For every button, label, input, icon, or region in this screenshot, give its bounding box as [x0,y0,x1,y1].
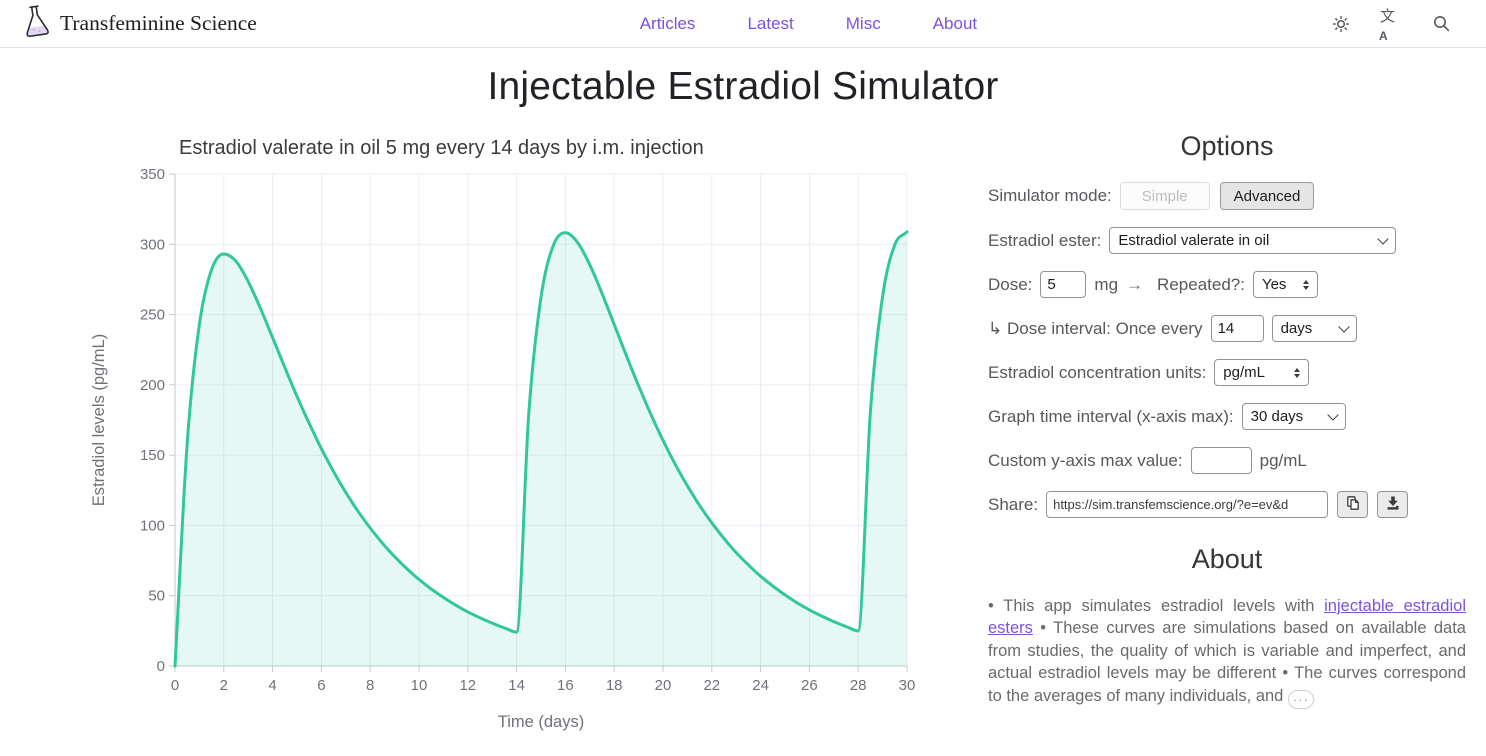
x-tick-label: 22 [703,677,720,694]
y-tick-label: 300 [140,236,165,253]
x-tick-label: 14 [508,677,525,694]
y-tick-label: 100 [140,517,165,534]
brand-home-link[interactable]: Transfeminine Science [20,3,257,45]
options-heading: Options [1180,131,1274,161]
x-tick-label: 20 [655,677,672,694]
simulator-mode-label: Simulator mode: [988,186,1112,205]
page-title: Injectable Estradiol Simulator [487,65,999,108]
x-tick-label: 0 [171,677,179,694]
repeated-select[interactable]: Yes [1252,271,1318,298]
x-tick-label: 26 [801,677,818,694]
about-text: • This app simulates estradiol levels wi… [988,597,1466,709]
y-axis-title: Estradiol levels (pg/mL) [90,334,108,506]
nav-about[interactable]: About [932,13,978,33]
updown-arrows-icon [1302,279,1309,290]
repeated-label: Repeated?: [1157,274,1245,294]
ester-row: Estradiol ester: Estradiol valerate in o… [988,227,1466,254]
y-tick-label: 350 [140,166,165,183]
x-tick-label: 8 [366,677,374,694]
expand-more-button[interactable]: ··· [1287,689,1314,709]
custom-ymax-unit: pg/mL [1259,450,1307,470]
custom-ymax-input[interactable] [1190,447,1252,474]
arrow-right-icon: → [1126,274,1144,294]
share-url-input[interactable] [1046,491,1329,518]
x-tick-label: 18 [606,677,623,694]
interval-unit-select[interactable]: days [1271,315,1357,342]
dose-unit: mg [1094,274,1119,294]
updown-arrows-icon [1294,367,1301,378]
dose-interval-input[interactable] [1210,315,1264,342]
chevron-down-icon [1337,320,1350,333]
chart-line [173,230,909,668]
x-tick-label: 30 [899,677,916,694]
ester-select[interactable]: Estradiol valerate in oil [1109,227,1397,254]
chevron-down-icon [1377,232,1390,245]
theme-toggle-sun-icon[interactable] [1330,13,1352,35]
x-tick-label: 24 [752,677,769,694]
nav-articles[interactable]: Articles [639,13,696,33]
brand-name: Transfeminine Science [60,11,257,35]
share-row: Share: [988,491,1466,518]
custom-ymax-row: Custom y-axis max value: pg/mL [988,447,1466,474]
main-nav: Articles Latest Misc About [287,14,1330,34]
download-button[interactable] [1377,491,1409,518]
x-tick-label: 4 [268,677,276,694]
y-tick-label: 200 [140,377,165,394]
flask-logo-icon [20,3,52,45]
x-tick-label: 16 [557,677,574,694]
options-panel: Options Simulator mode: Simple Advanced … [988,127,1466,709]
concentration-units-label: Estradiol concentration units: [988,362,1207,382]
dose-label: Dose: [988,274,1033,294]
x-tick-label: 2 [220,677,228,694]
x-tick-label: 12 [459,677,476,694]
advanced-mode-button[interactable]: Advanced [1219,182,1315,210]
header-actions: 文A [1330,7,1452,43]
x-axis-title: Time (days) [498,713,584,731]
ester-label: Estradiol ester: [988,230,1102,250]
simple-mode-button[interactable]: Simple [1119,182,1210,210]
x-tick-label: 10 [411,677,428,694]
translate-icon[interactable]: 文A [1379,7,1396,43]
about-heading: About [1191,544,1263,574]
header: Transfeminine Science Articles Latest Mi… [0,0,1486,48]
share-label: Share: [988,494,1039,514]
concentration-units-select[interactable]: pg/mL [1214,359,1310,386]
dose-row: Dose: mg → Repeated?: Yes [988,271,1466,298]
y-tick-label: 0 [157,658,165,675]
x-tick-label: 28 [850,677,867,694]
chart-column: 0 50 100 150 200 250 300 350 0 2 4 6 8 10 12 14 16 18 20 22… [0,127,948,748]
download-icon [1385,495,1401,514]
y-tick-label: 250 [140,307,165,324]
chart-area [175,231,907,666]
injectable-esters-link[interactable]: injectable estradiol esters [988,597,1466,638]
graph-time-interval-select[interactable]: 30 days [1241,403,1346,430]
dose-interval-label: ↳ Dose interval: Once every [988,318,1203,338]
simulator-mode-row: Simulator mode: Simple Advanced [988,182,1466,210]
graph-time-interval-label: Graph time interval (x-axis max): [988,406,1234,426]
chevron-down-icon [1326,408,1339,421]
y-tick-label: 50 [148,588,165,605]
search-icon[interactable] [1430,13,1452,35]
y-tick-label: 150 [140,447,165,464]
custom-ymax-label: Custom y-axis max value: [988,450,1183,470]
dose-interval-row: ↳ Dose interval: Once every days [988,315,1466,342]
chart-title: Estradiol valerate in oil 5 mg every 14 … [179,137,704,159]
concentration-units-row: Estradiol concentration units: pg/mL [988,359,1466,386]
dose-input[interactable] [1040,271,1087,298]
x-tick-label: 6 [317,677,325,694]
copy-icon [1345,495,1361,514]
nav-misc[interactable]: Misc [845,13,881,33]
copy-link-button[interactable] [1337,491,1369,518]
nav-latest[interactable]: Latest [747,13,794,33]
graph-time-interval-row: Graph time interval (x-axis max): 30 day… [988,403,1466,430]
